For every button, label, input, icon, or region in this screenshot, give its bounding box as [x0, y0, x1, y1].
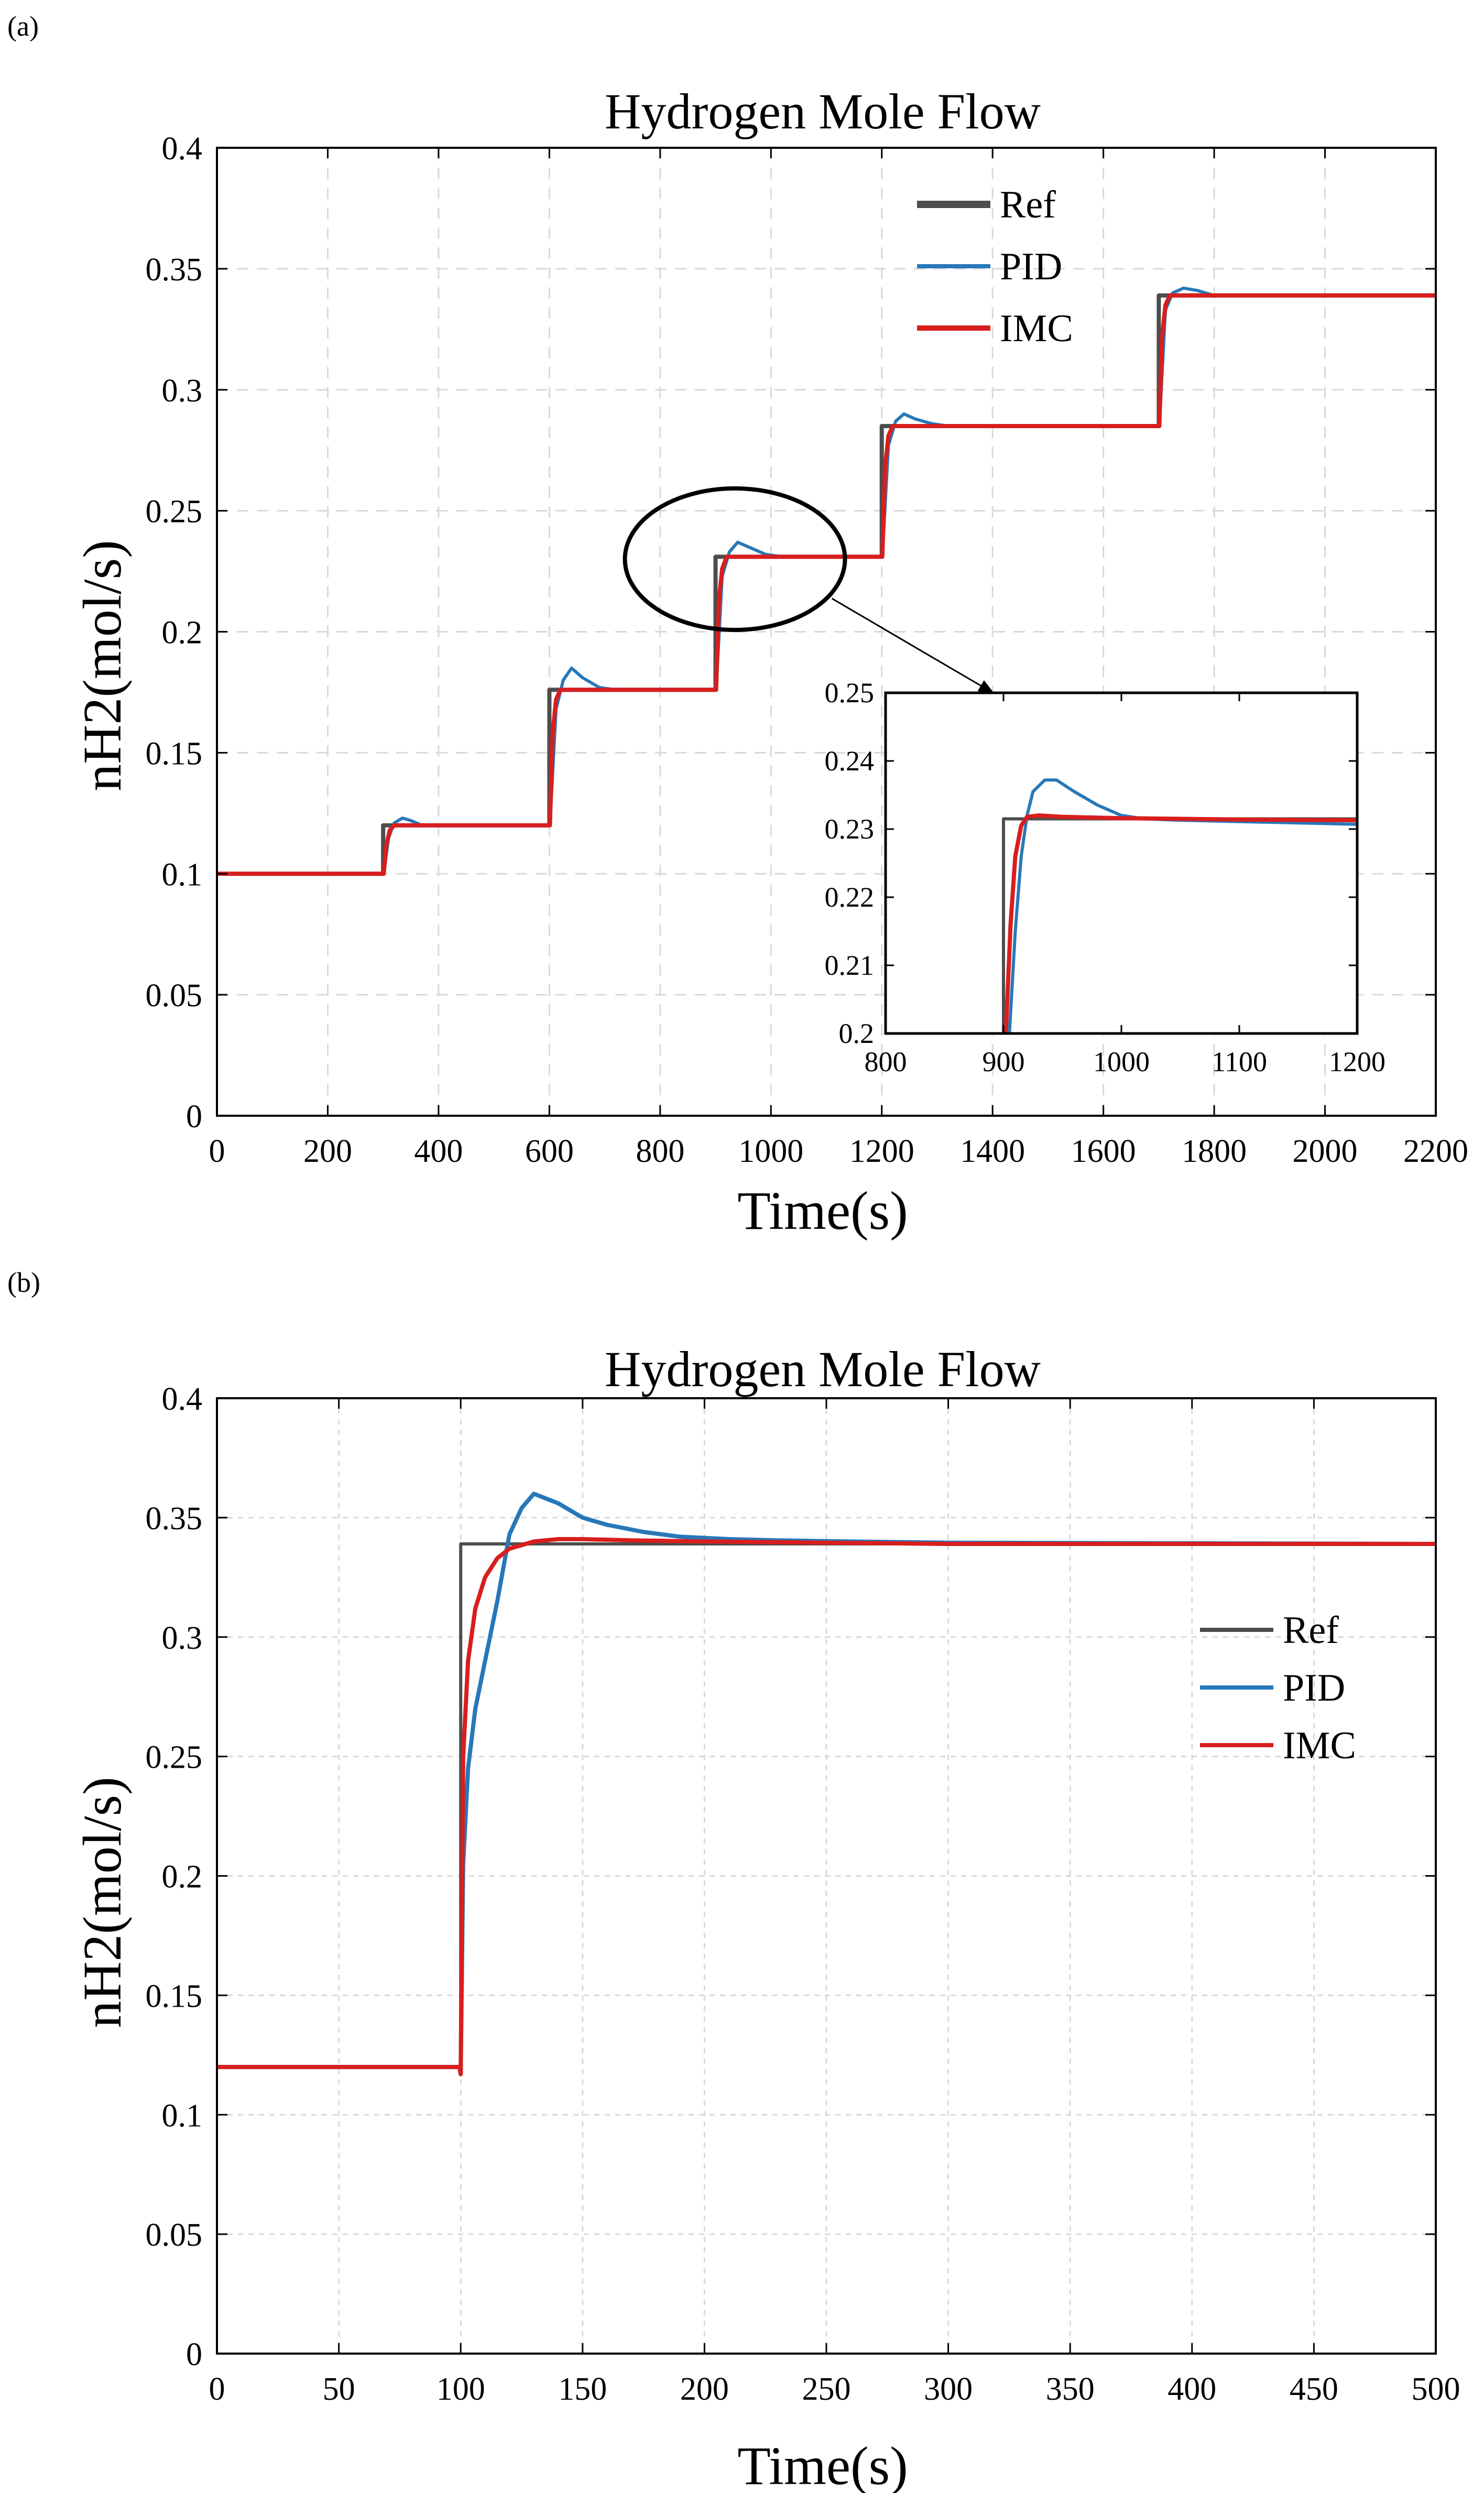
chart-b-xtick-label: 200 [680, 2371, 729, 2407]
chart-a-inset-xtick-label: 1100 [1212, 1046, 1267, 1077]
chart-a-xtick-label: 200 [303, 1134, 352, 1169]
chart-a-ytick-label: 0.05 [146, 978, 203, 1014]
chart-a-ytick-label: 0.35 [146, 252, 203, 288]
chart-a-zoom-ellipse [623, 486, 847, 632]
chart-b-legend-label-ref: Ref [1283, 1609, 1339, 1652]
chart-b-ytick-label: 0.15 [146, 1978, 203, 2014]
chart-b-series-pid [217, 1492, 1436, 2076]
chart-b-xtick-label: 0 [209, 2371, 225, 2407]
chart-a-inset-xtick-label: 1000 [1093, 1046, 1150, 1077]
chart-b-ytick-label: 0.05 [146, 2217, 203, 2253]
chart-b-ytick-label: 0 [186, 2337, 202, 2372]
chart-a-legend: Ref PID IMC [917, 183, 1073, 350]
chart-a-ytick-label: 0.3 [162, 373, 203, 409]
chart-b-xtick-label: 150 [558, 2371, 607, 2407]
chart-b-xtick-label: 250 [802, 2371, 851, 2407]
chart-a-ytick-label: 0.1 [162, 857, 203, 892]
chart-a-inset-background [886, 693, 1357, 1033]
chart-a-inset-xtick-label: 800 [865, 1046, 907, 1077]
chart-b-xtick-label: 50 [323, 2371, 355, 2407]
chart-b-xtick-label: 100 [437, 2371, 485, 2407]
chart-a: Hydrogen Mole Flow Time(s) nH2(mol/s) 0 2… [72, 83, 1468, 1241]
chart-a-ytick-label: 0.15 [146, 736, 203, 771]
chart-a-xtick-label: 1000 [738, 1134, 803, 1169]
chart-a-inset-ytick-label: 0.21 [825, 950, 875, 981]
chart-a-inset-xtick-label: 1200 [1329, 1046, 1385, 1077]
chart-b-ytick-label: 0.35 [146, 1501, 203, 1537]
chart-a-inset-ytick-label: 0.23 [825, 813, 875, 845]
chart-a-inset-ytick-label: 0.2 [839, 1018, 875, 1049]
chart-a-inset-ytick-label: 0.25 [825, 677, 875, 709]
chart-b-xtick-label: 450 [1290, 2371, 1338, 2407]
chart-b-xtick-label: 500 [1412, 2371, 1460, 2407]
chart-a-ylabel: nH2(mol/s) [72, 540, 133, 791]
chart-b-ytick-label: 0.2 [162, 1859, 203, 1895]
chart-b: Hydrogen Mole Flow Time(s) nH2(mol/s) 0 5… [72, 1341, 1460, 2493]
chart-a-legend-label-pid: PID [1000, 245, 1062, 288]
chart-a-xtick-label: 1200 [849, 1134, 914, 1169]
panel-label-b: (b) [7, 1267, 40, 1298]
chart-b-series-imc [217, 1537, 1436, 2076]
chart-a-title: Hydrogen Mole Flow [605, 83, 1041, 139]
chart-a-xtick-label: 800 [636, 1134, 684, 1169]
chart-b-xtick-label: 300 [924, 2371, 973, 2407]
panel-label-a: (a) [7, 10, 39, 42]
chart-a-xtick-label: 1400 [960, 1134, 1025, 1169]
chart-b-ylabel: nH2(mol/s) [72, 1777, 133, 2028]
chart-b-ytick-label: 0.1 [162, 2098, 203, 2133]
chart-a-xtick-label: 2000 [1293, 1134, 1358, 1169]
chart-b-legend-label-pid: PID [1283, 1667, 1345, 1710]
chart-b-title: Hydrogen Mole Flow [605, 1341, 1041, 1397]
chart-b-xtick-label: 400 [1167, 2371, 1216, 2407]
chart-a-inset: 800 900 1000 1100 1200 0.2 0.21 0.22 0.23 0.24 0.2… [825, 677, 1386, 1077]
chart-a-xtick-label: 2200 [1403, 1134, 1468, 1169]
chart-b-xtick-label: 350 [1046, 2371, 1095, 2407]
chart-a-ytick-label: 0 [186, 1099, 202, 1135]
chart-a-legend-label-imc: IMC [1000, 307, 1073, 350]
chart-a-inset-series-imc [1003, 813, 1357, 1033]
chart-a-inset-ytick-label: 0.22 [825, 881, 875, 913]
chart-b-ytick-label: 0.4 [162, 1381, 203, 1417]
chart-b-ytick-label: 0.3 [162, 1620, 203, 1656]
chart-b-plot-area: 0 50 100 150 200 250 300 350 400 450 500 0 0.05 0.1 0.… [146, 1381, 1460, 2407]
chart-a-xtick-label: 1800 [1182, 1134, 1247, 1169]
chart-a-xtick-label: 600 [525, 1134, 574, 1169]
chart-a-xtick-label: 400 [414, 1134, 463, 1169]
chart-a-inset-ytick-label: 0.24 [825, 745, 875, 777]
chart-a-xlabel: Time(s) [737, 1181, 908, 1241]
chart-a-ytick-label: 0.2 [162, 615, 203, 651]
chart-a-legend-label-ref: Ref [1000, 183, 1056, 226]
chart-a-plot-area: 0 200 400 600 800 1000 1200 1400 1600 1800 2000 220… [146, 131, 1469, 1169]
chart-a-ytick-label: 0.4 [162, 131, 203, 167]
chart-b-legend: Ref PID IMC [1200, 1609, 1356, 1767]
chart-a-xtick-label: 0 [209, 1134, 225, 1169]
chart-a-zoom-arrow [831, 597, 995, 694]
chart-a-series-imc [217, 293, 1436, 876]
chart-a-ytick-label: 0.25 [146, 494, 203, 530]
chart-b-ytick-label: 0.25 [146, 1740, 203, 1776]
chart-a-inset-xtick-label: 900 [983, 1046, 1025, 1077]
chart-a-xtick-label: 1600 [1071, 1134, 1136, 1169]
chart-b-legend-label-imc: IMC [1283, 1724, 1356, 1767]
chart-b-xlabel: Time(s) [737, 2436, 908, 2493]
